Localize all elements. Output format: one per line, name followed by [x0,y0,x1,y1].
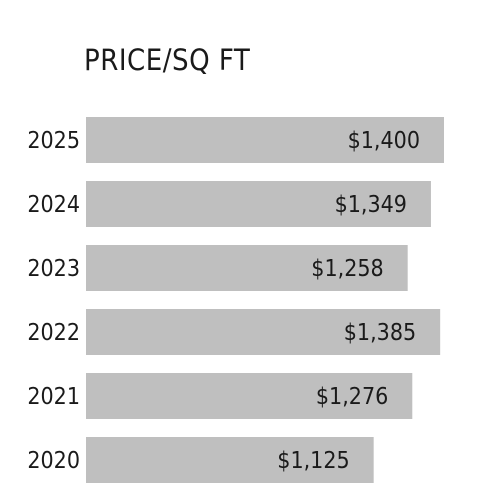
value-label-2020: $1,125 [277,448,349,474]
bar-2022 [86,309,441,355]
value-label-2021: $1,276 [316,384,388,410]
year-label-2020: 2020 [27,448,80,474]
chart-title: PRICE/SQ FT [84,43,251,77]
year-label-2021: 2021 [27,384,80,410]
year-label-2025: 2025 [27,128,80,154]
bar-2023 [86,245,408,291]
bar-2025 [86,117,444,163]
year-label-2024: 2024 [27,192,80,218]
value-label-2024: $1,349 [335,192,407,218]
value-label-2025: $1,400 [348,128,420,154]
bar-2020 [86,437,374,483]
year-label-2023: 2023 [27,256,80,282]
value-label-2022: $1,385 [344,320,416,346]
bar-2024 [86,181,431,227]
year-label-2022: 2022 [27,320,80,346]
bars-group: 2025 $1,400 2024 $1,349 2023 $1,258 2022 $1,385… [27,117,444,483]
value-label-2023: $1,258 [311,256,383,282]
bar-2021 [86,373,413,419]
